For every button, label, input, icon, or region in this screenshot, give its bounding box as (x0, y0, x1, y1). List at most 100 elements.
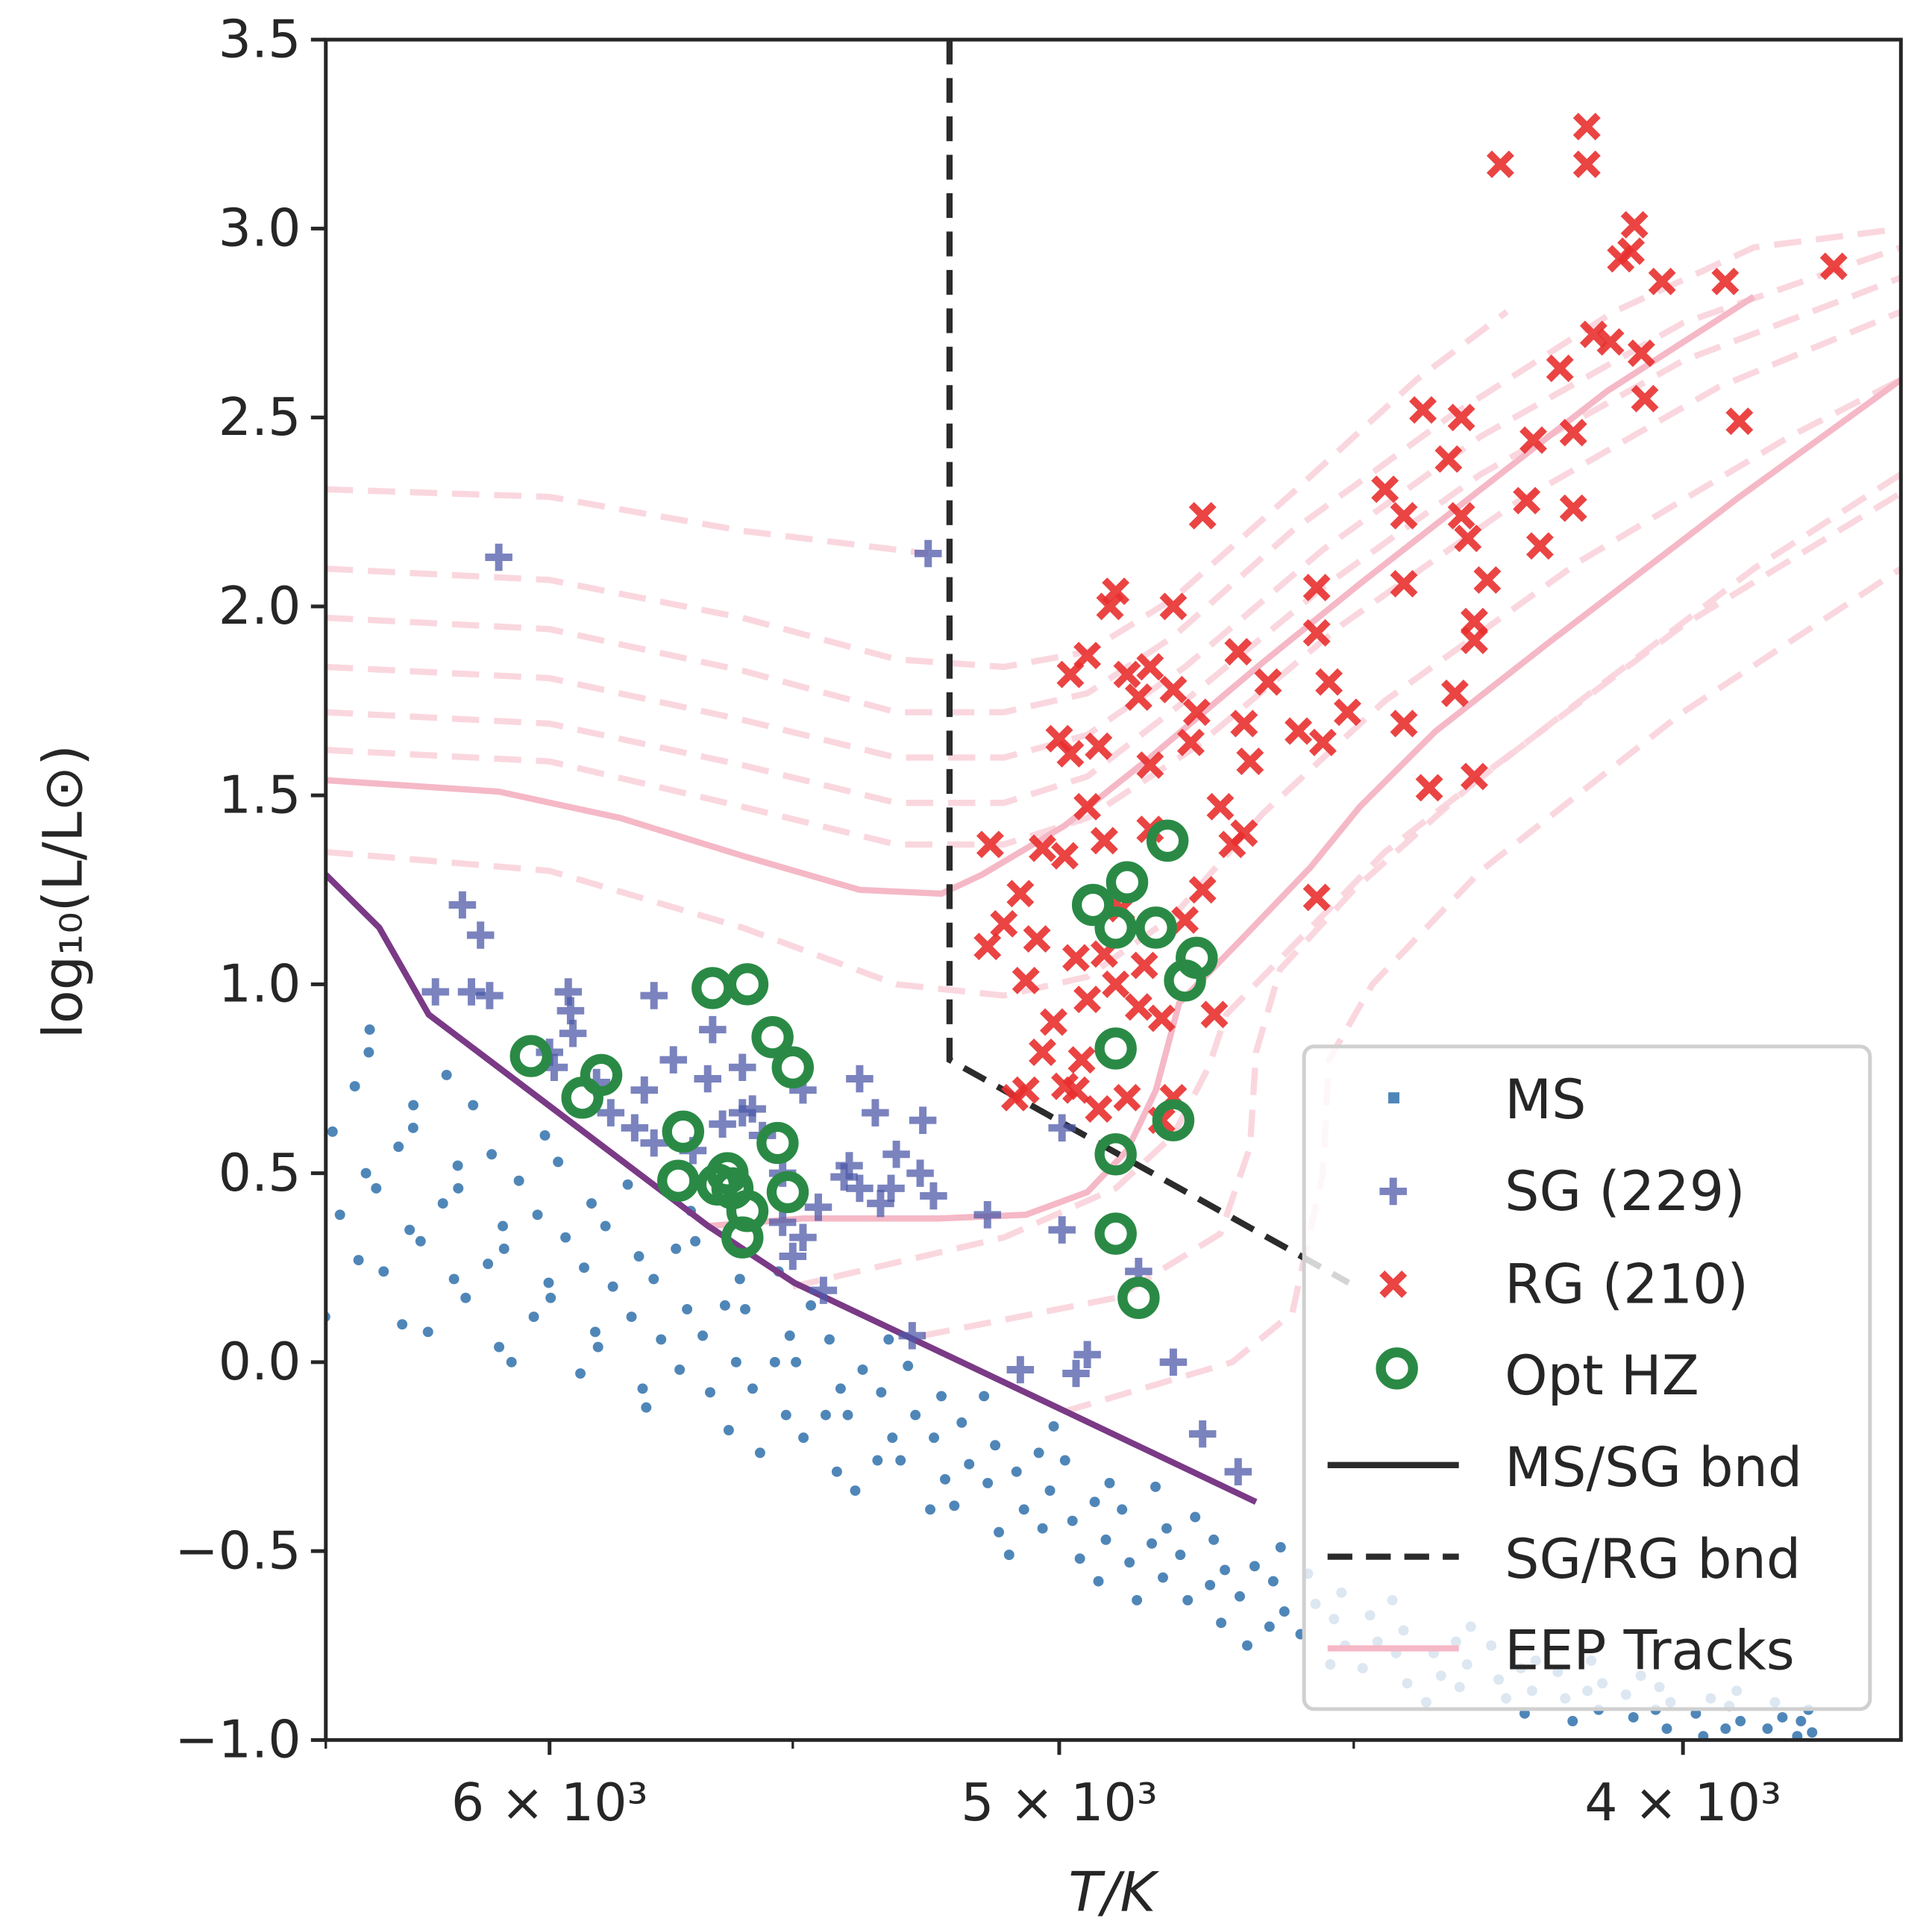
rg-point (1073, 986, 1102, 1014)
ms-point (1220, 1564, 1231, 1576)
ms-point (964, 1458, 975, 1470)
rg-point (1285, 717, 1313, 745)
rg-point (1085, 1095, 1113, 1123)
ms-point (1100, 1534, 1111, 1545)
ms-point (1275, 1542, 1286, 1552)
rg-point (1617, 237, 1646, 266)
ms-point (910, 1409, 921, 1420)
rg-point (976, 830, 1004, 859)
ms-point (1216, 1617, 1227, 1629)
ms-point (872, 1455, 883, 1466)
ms-point (1074, 1553, 1085, 1564)
rg-point (1447, 501, 1475, 530)
rg-point (973, 933, 1002, 961)
ms-point (1690, 1708, 1702, 1719)
ms-point (842, 1409, 853, 1420)
eep-track-dashed (325, 377, 1901, 999)
rg-point (1159, 592, 1188, 621)
rg-point (1725, 407, 1754, 436)
ms-point (622, 1179, 633, 1190)
rg-point (1023, 925, 1051, 953)
sg-point (640, 1129, 668, 1157)
ms-point (453, 1182, 464, 1194)
rg-point (1302, 883, 1331, 912)
rg-point (990, 909, 1018, 938)
eep-track-dashed (325, 244, 1901, 761)
rg-point (1486, 150, 1514, 178)
rg-point (1572, 150, 1601, 178)
ms-point (532, 1209, 543, 1221)
hz-point (721, 1216, 764, 1259)
ms-point (1777, 1711, 1788, 1723)
rg-point (1440, 679, 1469, 707)
rg-point (1390, 709, 1418, 738)
legend-hz-marker-icon (1376, 1347, 1418, 1390)
sg-point (421, 978, 450, 1006)
ms-point (1264, 1621, 1275, 1632)
ms-point (448, 1273, 460, 1285)
ms-point (791, 1356, 802, 1367)
rg-point (1218, 830, 1246, 859)
y-tick-label: 1.5 (219, 765, 301, 825)
hz-point (726, 963, 769, 1006)
ms-point (1011, 1466, 1022, 1477)
rg-point (1409, 396, 1437, 424)
ms-point (1175, 1550, 1186, 1561)
ms-point (982, 1477, 994, 1488)
sg-point (909, 1106, 937, 1134)
ms-point (648, 1273, 659, 1285)
rg-point (1096, 592, 1124, 621)
sg-point (1048, 1216, 1076, 1244)
sg-point (898, 1322, 926, 1350)
rg-point (1627, 339, 1655, 367)
axes-frame (324, 37, 1903, 1742)
sg-point (597, 1099, 625, 1127)
ms-point (1190, 1511, 1201, 1523)
ms-point (441, 1069, 452, 1080)
ms-point (1720, 1723, 1731, 1735)
rg-point (1188, 876, 1217, 904)
rg-point (1572, 113, 1601, 141)
rg-point (1102, 577, 1130, 606)
ms-point (1018, 1504, 1029, 1515)
sg-point (1048, 1114, 1076, 1142)
legend-rg-marker-icon (1379, 1270, 1408, 1298)
ms-point (1519, 1708, 1530, 1719)
ms-point (1132, 1594, 1143, 1605)
sg-point (1073, 1341, 1101, 1368)
legend-label-sg: SG (229) (1505, 1160, 1746, 1223)
ms-point (1089, 1497, 1100, 1508)
rg-point (1136, 751, 1164, 780)
ms-point (1792, 1731, 1803, 1740)
ms-point (682, 1303, 693, 1315)
rg-point (1390, 501, 1418, 530)
ms-point (1033, 1447, 1044, 1458)
ms-point (876, 1387, 887, 1398)
ms-point (671, 1243, 682, 1254)
rg-point (1113, 1083, 1141, 1112)
ms-point (730, 1356, 741, 1367)
hz-point (509, 1035, 553, 1077)
ms-point (903, 1360, 914, 1371)
ms-point (1117, 1504, 1128, 1515)
rg-point (1579, 320, 1608, 348)
ms-point (560, 1232, 571, 1243)
ms-point (641, 1402, 652, 1413)
rg-point (1001, 1083, 1029, 1112)
sg-point (809, 1276, 838, 1304)
hz-point (766, 1171, 809, 1214)
legend-ms-marker-icon (1388, 1092, 1400, 1104)
ms-point (690, 1235, 701, 1247)
legend-label-ms: MS (1505, 1068, 1586, 1132)
ms-point (1235, 1591, 1245, 1602)
sg-point (640, 982, 668, 1009)
y-tick-label: −0.5 (175, 1520, 301, 1581)
ms-point (633, 1251, 644, 1262)
ms-point (586, 1198, 597, 1209)
ms-point (378, 1266, 389, 1277)
rg-point (1559, 419, 1587, 447)
hz-point (1152, 1099, 1195, 1141)
sg-point (559, 1019, 587, 1047)
ms-point (360, 1168, 371, 1179)
ms-point (363, 1047, 374, 1058)
